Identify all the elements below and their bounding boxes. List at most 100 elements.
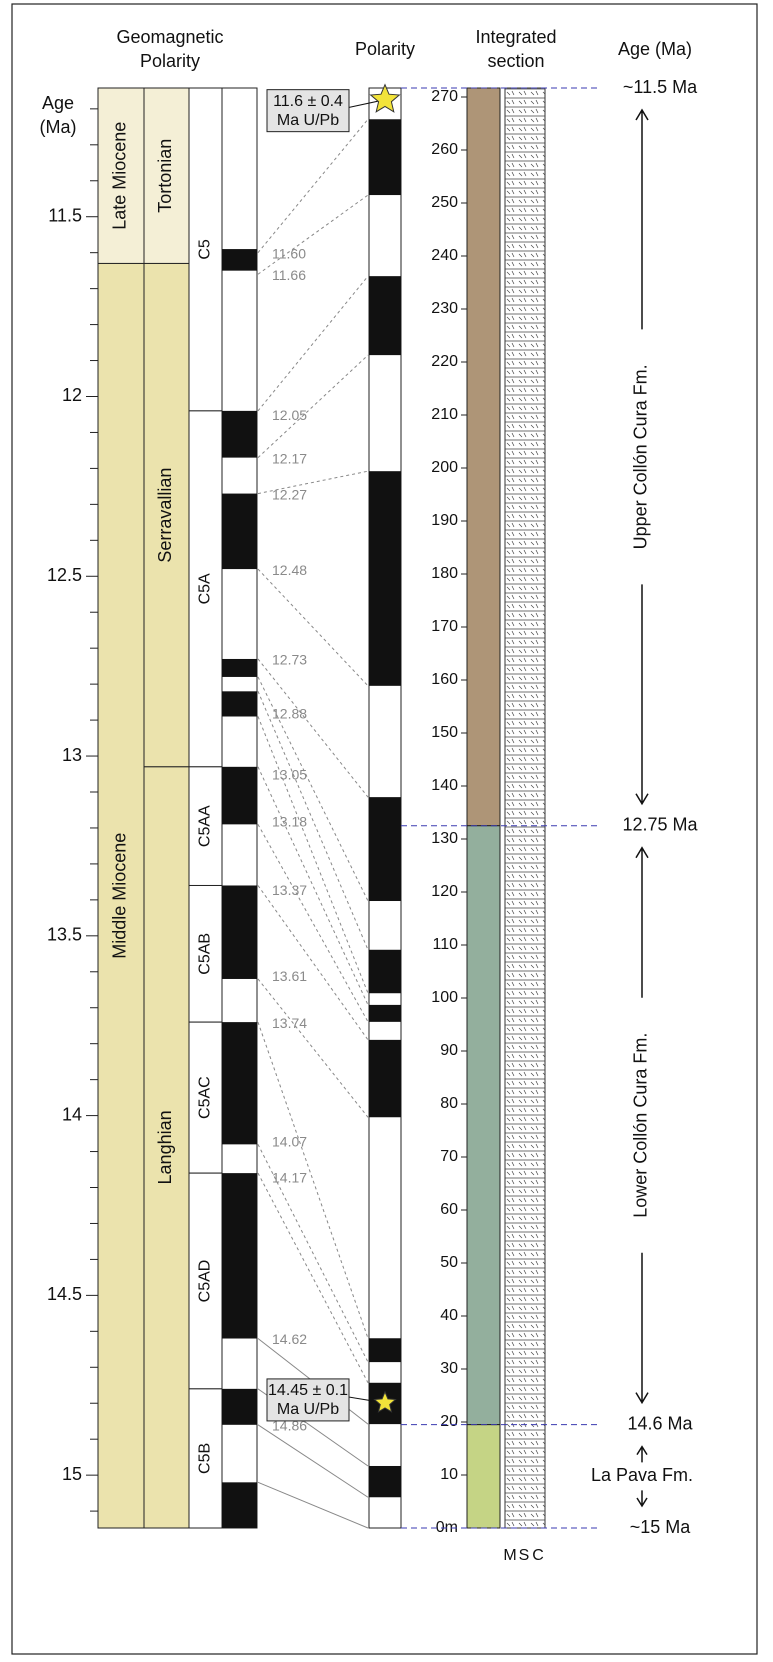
chrons-label: C5B [197,1443,214,1474]
unit [466,1424,501,1529]
epochs-label: Middle Miocene [110,833,130,959]
tie-line [257,275,369,412]
date-box [266,89,350,133]
chrons-label: C5AB [197,933,214,975]
header: Age (Ma) [618,39,692,59]
header: (Ma) [40,117,77,137]
age-tick-label: 12.5 [47,565,82,585]
normal-zone [369,1039,401,1118]
normal-chron [222,691,257,717]
date-label: 14.45 ± 0.1 [268,1382,348,1399]
normal-zone [369,797,401,902]
normal-zone [369,1465,401,1498]
arrow [635,584,649,806]
chrons-band [188,1021,223,1174]
tie-line [257,885,369,1041]
normal-chron [222,1022,257,1145]
tie-line [257,470,369,495]
header: Polarity [140,51,200,71]
age-right: 14.6 Ma [627,1413,693,1433]
age-right: ~15 Ma [630,1517,692,1537]
meter-tick-label: 70 [440,1148,458,1165]
meter-tick-label: 190 [431,512,458,529]
tie-line [257,118,369,253]
meter-tick-label: 150 [431,724,458,741]
meter-tick-label: 50 [440,1254,458,1271]
meter-tick-label: 100 [431,989,458,1006]
boundary-age: 13.74 [272,1015,307,1031]
tie-line [257,691,369,950]
meter-tick-label: 110 [432,936,458,953]
date-label: Ma U/Pb [277,112,339,129]
tie-line [257,1424,369,1498]
chrons-label: C5AA [197,805,214,847]
normal-chron [222,766,257,825]
unit [466,825,501,1426]
meter-tick-label: 130 [431,830,458,847]
meter-tick-label: 220 [431,353,458,370]
tie-line [257,766,369,1006]
normal-chron [222,1388,257,1425]
meter-tick-label: 270 [431,88,458,105]
age-tick-label: 13.5 [47,925,82,945]
meter-tick-label: 160 [431,671,458,688]
tie-line [257,1144,369,1363]
meter-tick-label: 40 [440,1307,458,1324]
meter-tick-label: 230 [431,300,458,317]
meter-tick-label: 80 [440,1095,458,1112]
boundary-age: 14.17 [272,1169,307,1185]
stages-label: Tortonian [155,139,175,213]
arrow [636,1445,648,1463]
age-right: ~11.5 Ma [623,77,698,97]
age-tick-label: 11.5 [48,205,82,225]
frame [11,3,758,1655]
age-tick-label: 15 [62,1464,82,1484]
star [369,83,401,113]
age-right: 12.75 Ma [622,815,698,835]
header: Polarity [355,39,415,59]
chrons-label: C5AC [197,1076,214,1119]
normal-zone [369,949,401,994]
log-column: M [503,1547,516,1564]
boundary-age: 12.05 [272,407,307,423]
epochs-label: Late Miocene [110,122,130,230]
boundary-age: 13.61 [272,968,307,984]
boundary-age: 14.86 [272,1418,307,1434]
normal-chron [222,410,257,458]
star [373,1390,397,1413]
header: Integrated [475,27,556,47]
meter-tick-label: 120 [431,883,458,900]
normal-chron [222,1173,257,1339]
normal-chron [222,249,257,271]
age-tick-label: 13 [62,745,82,765]
lithology-log [504,87,546,1529]
age-tick-label: 12 [62,385,82,405]
tie-line [257,354,369,458]
age-tick-label: 14.5 [47,1284,82,1304]
tie-line [257,676,369,902]
meter-tick-label: 240 [431,247,458,264]
date-box [266,1378,350,1422]
header: Age [42,93,74,113]
boundary-age: 12.88 [272,706,307,722]
meter-tick-label: 200 [431,459,458,476]
normal-zone [369,471,401,686]
meter-tick-label: 260 [431,141,458,158]
tie-line [257,1021,369,1339]
normal-zone [369,119,401,196]
chrons-band [188,1388,223,1529]
normal-zone [369,276,401,356]
stages-band [143,262,190,768]
boundary-age: 13.05 [272,767,307,783]
epochs-band [97,262,145,1529]
boundary-age: 14.62 [272,1331,307,1347]
formation: Upper Collón Cura Fm. [631,364,651,549]
age-tick-label: 14 [62,1104,82,1124]
chrons-band [188,410,223,768]
normal-chron [222,885,257,979]
formation: Lower Collón Cura Fm. [631,1033,651,1218]
boundary-age: 12.17 [272,450,307,466]
chrons-band [188,1172,223,1390]
header: Geomagnetic [116,27,223,47]
